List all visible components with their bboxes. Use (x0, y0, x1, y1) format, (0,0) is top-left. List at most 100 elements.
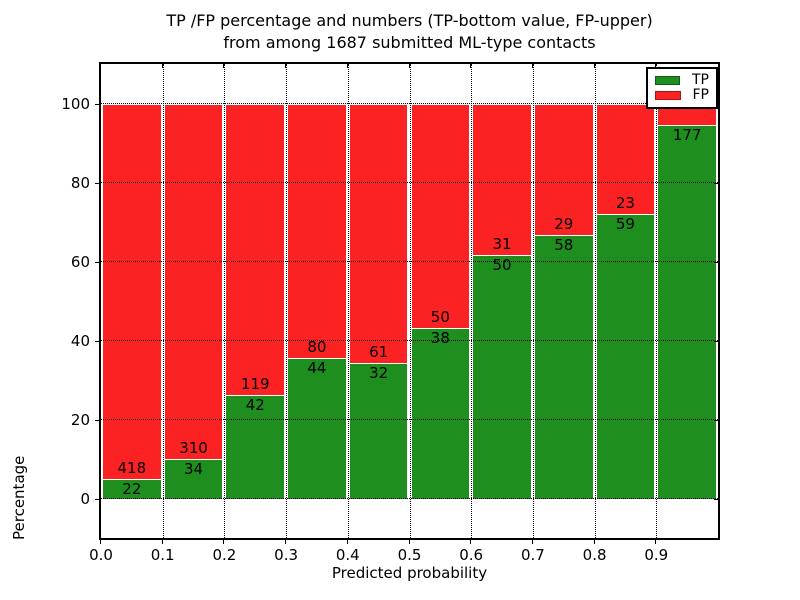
y-tick-mark (95, 419, 99, 421)
bar-count-label-tp: 177 (672, 125, 702, 144)
y-tick-label: 20 (70, 410, 90, 429)
bar-column: 22 418 (101, 103, 163, 499)
bar-count-label-fp: 29 (554, 215, 574, 234)
y-tick-mark-right (714, 498, 718, 500)
bar-count-label-fp: 80 (307, 338, 327, 357)
legend-label-tp: TP (692, 72, 709, 88)
bar-segment-tp (472, 254, 532, 499)
bar-segment-fp (102, 103, 162, 479)
y-tick-mark (95, 498, 99, 500)
bar-count-label-tp: 59 (615, 215, 635, 234)
y-tick-label: 60 (70, 252, 90, 271)
bar-segment-tp (533, 235, 594, 499)
bar-segment-tp (657, 124, 717, 499)
x-axis-label: Predicted probability (331, 564, 488, 582)
bar-column: 59 23 (595, 103, 657, 499)
bar-count-label-fp: 23 (615, 194, 635, 213)
bar-count-label-tp: 58 (554, 236, 574, 255)
bar-count-label-tp: 32 (369, 363, 389, 382)
y-tick-mark (95, 182, 99, 184)
y-tick-mark-right (714, 182, 718, 184)
plot-area: 22 418 34 310 42 119 44 80 32 61 38 50 50 31 58 29 59 23 1… (95, 62, 720, 544)
legend-item-fp: FP (655, 88, 709, 103)
x-tick-mark-top (223, 64, 225, 68)
x-tick-label: 0.7 (520, 546, 545, 564)
bar-segment-fp (533, 103, 594, 236)
bars-layer: 22 418 34 310 42 119 44 80 32 61 38 50 50 31 58 29 59 23 1… (101, 103, 718, 499)
x-tick-mark-top (655, 64, 657, 68)
chart-title-line1: TP /FP percentage and numbers (TP-bottom… (166, 11, 653, 30)
y-tick-label: 40 (70, 331, 90, 350)
x-tick-mark-top (470, 64, 472, 68)
x-tick-label: 0.6 (459, 546, 484, 564)
y-tick-label: 100 (61, 94, 90, 113)
x-tick-mark (223, 540, 225, 544)
chart-title-line2: from among 1687 submitted ML-type contac… (223, 33, 596, 52)
bar-segment-tp (102, 478, 162, 499)
bar-count-label-fp: 418 (117, 458, 147, 477)
chart-title: TP /FP percentage and numbers (TP-bottom… (99, 10, 720, 54)
bar-segment-fp (348, 103, 409, 363)
bar-count-label-fp: 50 (430, 307, 450, 326)
bar-segment-fp (410, 103, 471, 328)
bar-column: 50 31 (471, 103, 533, 499)
bar-segment-tp (163, 459, 224, 499)
bar-count-label-tp: 22 (122, 479, 142, 498)
x-tick-mark (346, 540, 348, 544)
bar-segment-tp (595, 214, 656, 499)
bar-count-label-fp: 310 (179, 439, 208, 458)
bar-count-label-fp: 119 (240, 375, 270, 394)
bar-column: 34 310 (163, 103, 225, 499)
x-tick-label: 0.1 (150, 546, 175, 564)
x-tick-mark-top (593, 64, 595, 68)
y-tick-mark-right (714, 419, 718, 421)
legend-item-tp: TP (655, 73, 709, 88)
x-tick-mark (161, 540, 163, 544)
bar-count-label-fp: 61 (369, 342, 389, 361)
bar-segment-fp (225, 103, 286, 396)
bar-segment-fp (472, 103, 532, 255)
y-tick-label: 80 (70, 173, 90, 192)
bar-segment-tp (225, 395, 286, 499)
bar-count-label-tp: 34 (183, 460, 204, 479)
legend-label-fp: FP (692, 87, 710, 103)
bar-column: 42 119 (224, 103, 286, 499)
y-tick-mark (95, 261, 99, 263)
bar-count-label-tp: 42 (245, 396, 265, 415)
x-tick-label: 0.5 (397, 546, 422, 564)
y-tick-mark (95, 340, 99, 342)
y-tick-label: 0 (80, 489, 90, 508)
y-axis-label: Percentage (10, 455, 28, 540)
bar-column: 32 61 (348, 103, 410, 499)
x-tick-mark (408, 540, 410, 544)
x-tick-mark-top (408, 64, 410, 68)
x-tick-label: 0.0 (89, 546, 113, 564)
x-tick-label: 0.2 (212, 546, 237, 564)
bar-segment-tp (348, 362, 409, 499)
x-tick-label: 0.8 (582, 546, 607, 564)
bar-column: 44 80 (286, 103, 348, 499)
bar-segment-fp (595, 103, 656, 215)
bar-column: 58 29 (533, 103, 595, 499)
x-tick-label: 0.4 (335, 546, 360, 564)
x-tick-mark (285, 540, 287, 544)
bar-segment-tp (410, 327, 471, 499)
y-tick-mark-right (714, 261, 718, 263)
bar-count-label-fp: 31 (492, 234, 512, 253)
x-tick-mark (593, 540, 595, 544)
bar-count-label-tp: 50 (492, 255, 512, 274)
x-tick-mark (655, 540, 657, 544)
bar-segment-tp (287, 358, 347, 499)
bar-count-label-tp: 44 (307, 359, 327, 378)
x-tick-mark-top (531, 64, 533, 68)
bar-column: 38 50 (410, 103, 472, 499)
x-tick-mark-top (100, 64, 101, 68)
x-tick-mark (470, 540, 472, 544)
x-tick-mark-top (285, 64, 287, 68)
x-tick-mark-top (161, 64, 163, 68)
x-tick-mark-top (346, 64, 348, 68)
legend-swatch-tp (655, 76, 680, 85)
bar-segment-fp (287, 103, 347, 359)
x-tick-label: 0.9 (644, 546, 669, 564)
